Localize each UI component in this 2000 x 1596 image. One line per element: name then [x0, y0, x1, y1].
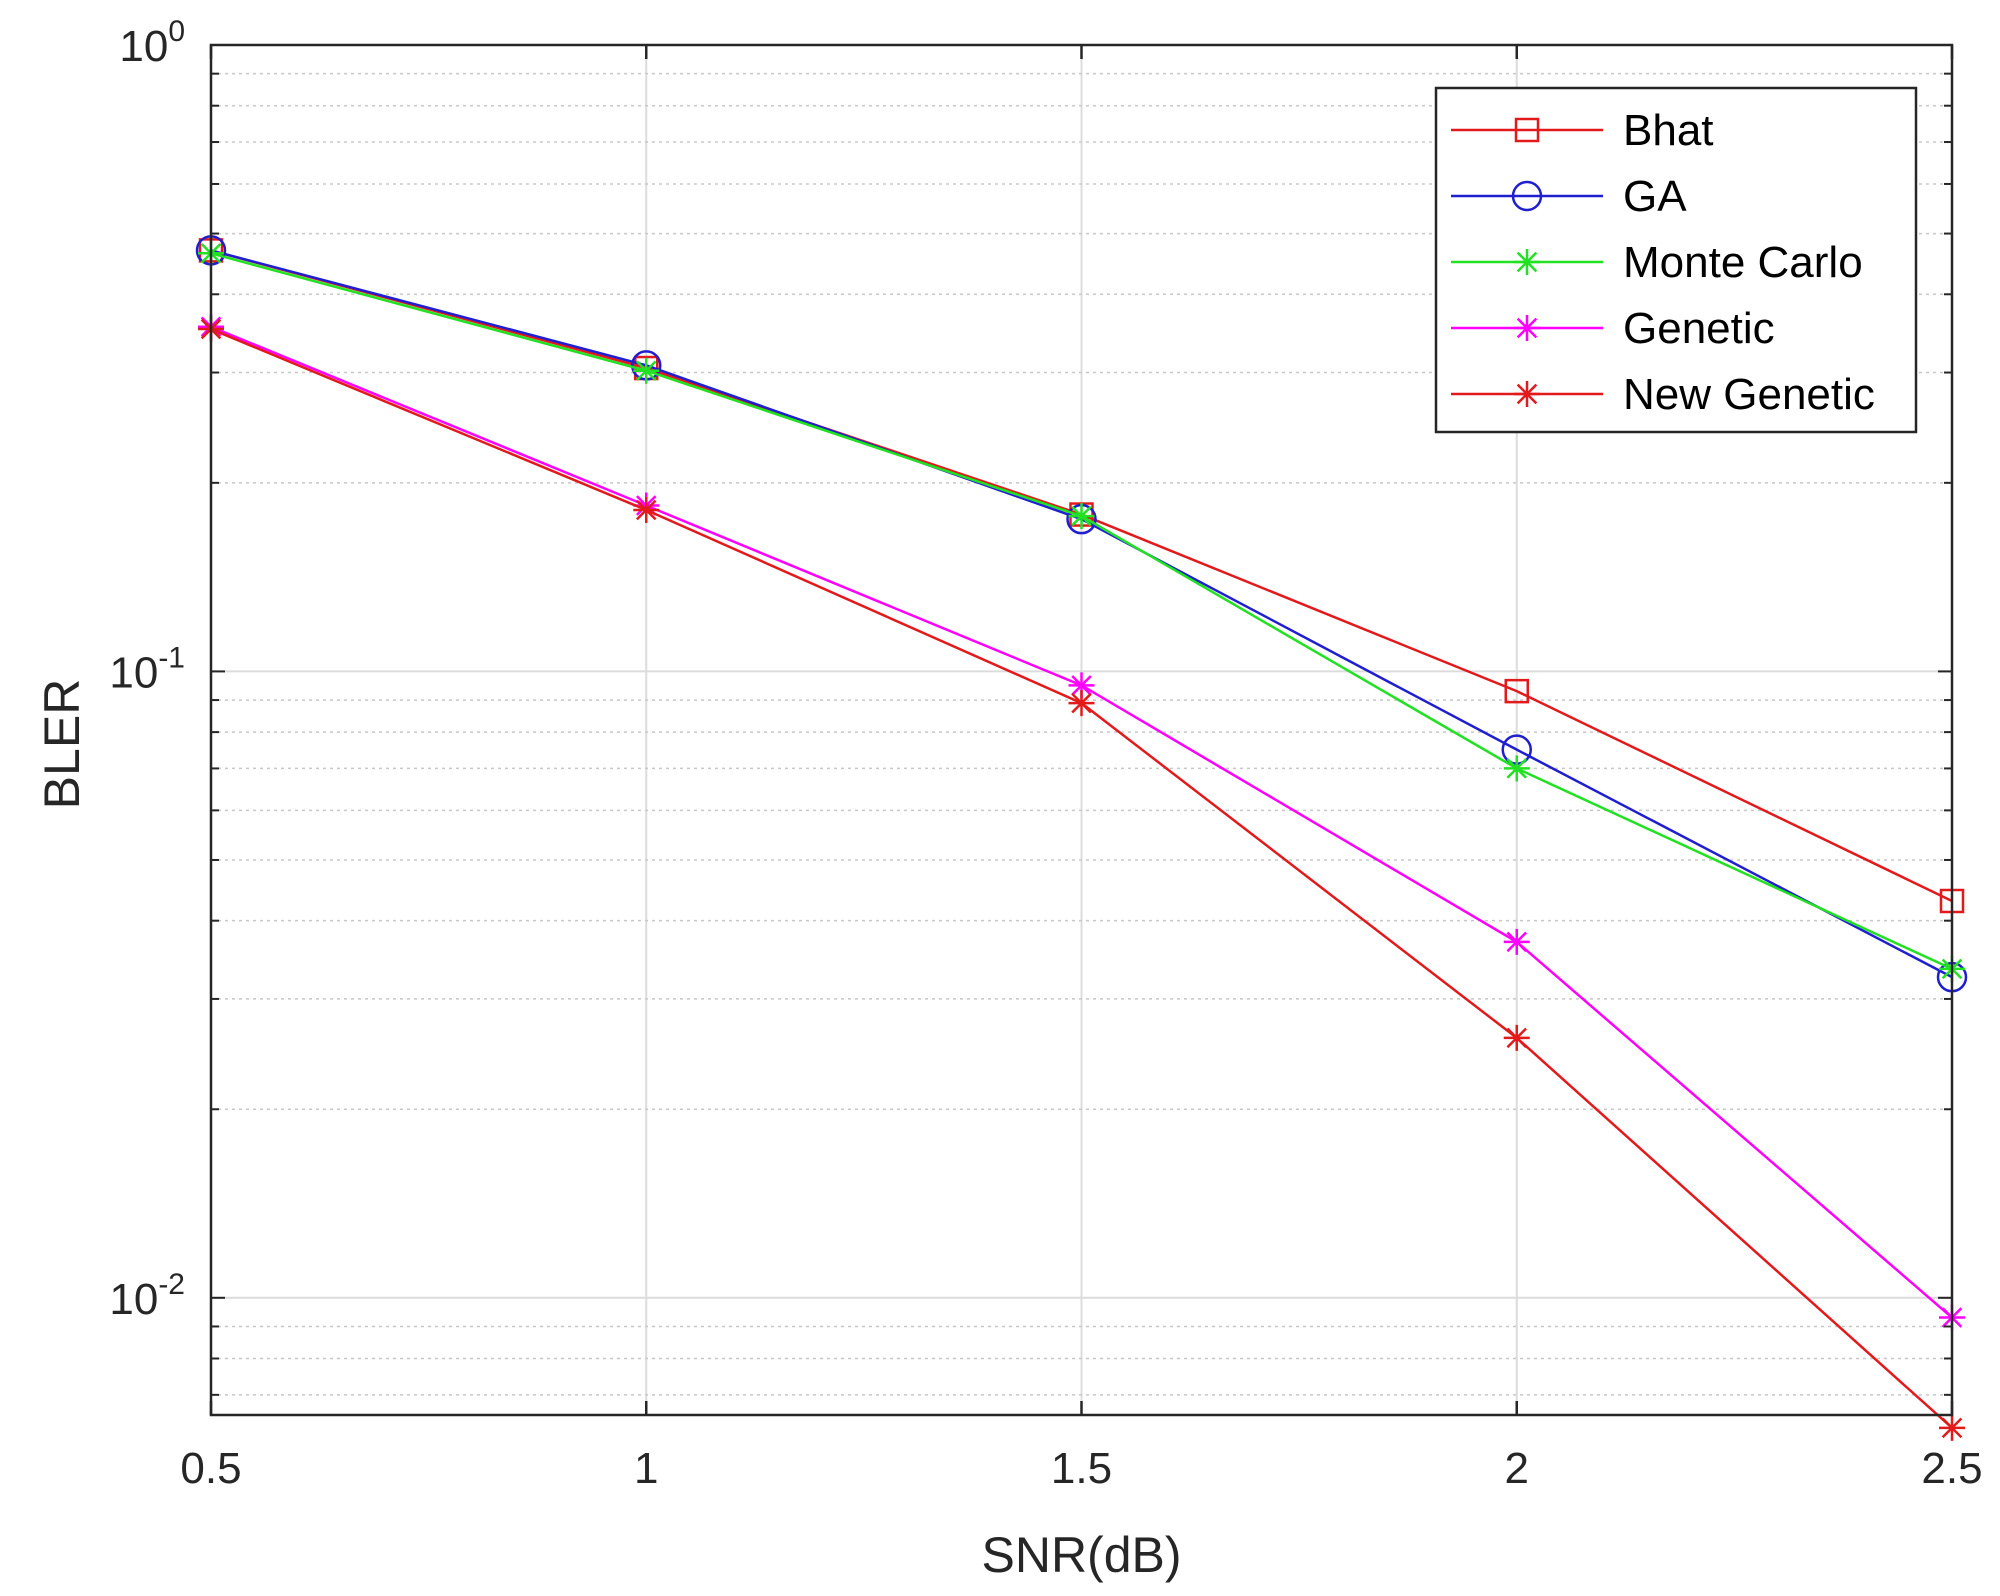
legend: Bhat GA Monte Carlo Genetic New Genetic	[1434, 86, 1918, 434]
data-point-new-genetic	[1503, 1024, 1530, 1051]
x-tick-label: 2.5	[1921, 1444, 1982, 1493]
y-tick-label: 100	[119, 15, 185, 71]
legend-marker	[1514, 315, 1540, 341]
data-point-monte-carlo	[1068, 503, 1095, 530]
legend-label: GA	[1623, 172, 1687, 221]
y-tick-label: 10-2	[109, 1268, 185, 1324]
data-point-new-genetic	[633, 496, 660, 523]
data-point-monte-carlo	[633, 357, 660, 384]
data-point-bhat	[1504, 678, 1529, 704]
legend-item-bhat: Bhat	[1451, 106, 1714, 155]
legend-item-ga: GA	[1451, 172, 1687, 221]
legend-label: New Genetic	[1623, 370, 1875, 419]
legend-label: Genetic	[1623, 304, 1775, 353]
data-point-new-genetic	[1939, 1414, 1965, 1441]
x-tick-label: 0.5	[180, 1444, 241, 1493]
legend-label: Bhat	[1623, 106, 1714, 155]
y-axis-label: BLER	[34, 679, 90, 810]
y-tick-label: 10-1	[109, 641, 185, 697]
legend-item-genetic: Genetic	[1451, 304, 1775, 353]
legend-label: Monte Carlo	[1623, 238, 1863, 287]
data-point-genetic	[1503, 928, 1530, 955]
x-tick-label: 1.5	[1051, 1444, 1112, 1493]
data-point-monte-carlo	[1503, 755, 1530, 782]
x-tick-label: 1	[634, 1444, 658, 1493]
series-new-genetic	[198, 316, 1965, 1441]
legend-box	[1434, 86, 1918, 434]
legend-marker	[1511, 180, 1543, 212]
legend-item-monte-carlo: Monte Carlo	[1451, 238, 1863, 287]
legend-item-new-genetic: New Genetic	[1451, 370, 1875, 419]
legend-marker	[1514, 381, 1540, 407]
data-point-new-genetic	[1068, 690, 1095, 717]
x-axis-label: SNR(dB)	[981, 1527, 1181, 1583]
x-tick-label: 2	[1505, 1444, 1529, 1493]
legend-marker	[1514, 117, 1540, 143]
axis-ticks: 0.5 1 1.5 2 2.5 100 10-1 10-2	[109, 15, 1982, 1493]
legend-marker	[1514, 249, 1540, 275]
